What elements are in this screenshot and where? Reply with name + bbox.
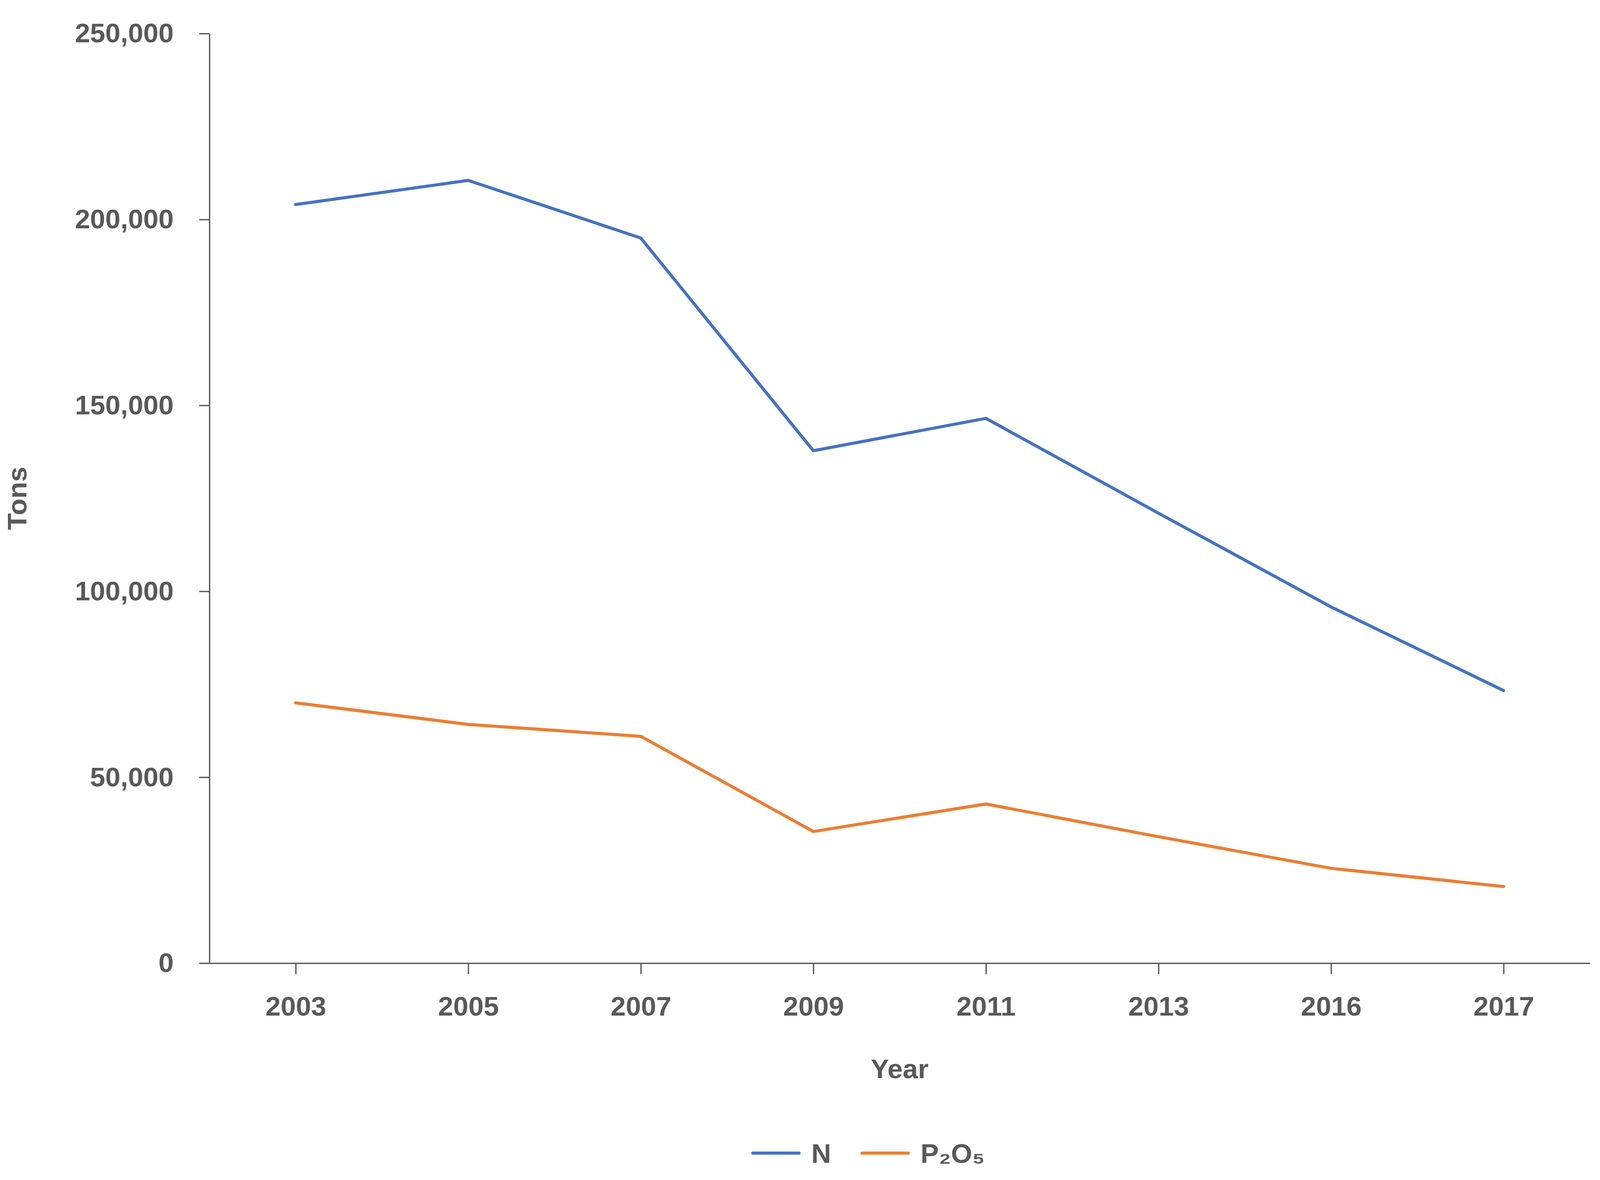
x-tick-mark	[1330, 963, 1333, 975]
x-tick: 2009	[783, 963, 845, 1022]
x-axis-title: Year	[870, 1053, 929, 1084]
y-axis-line	[208, 33, 211, 964]
x-tick-mark	[467, 963, 469, 975]
x-tick: 2011	[956, 963, 1016, 1022]
x-tick-mark	[295, 963, 297, 975]
y-tick-mark	[199, 776, 210, 778]
y-tick: 0	[158, 947, 210, 978]
legend: N P₂O₅	[752, 1138, 985, 1169]
y-tick-label: 100,000	[74, 575, 174, 607]
x-tick: 2016	[1300, 963, 1362, 1022]
y-tick: 100,000	[74, 575, 210, 607]
y-tick: 250,000	[74, 17, 210, 49]
y-tick-mark	[199, 590, 210, 592]
y-tick-mark	[199, 219, 210, 221]
legend-label: N	[811, 1138, 832, 1169]
y-axis: 0 50,000 100,000 150,000 200,000 250,000	[74, 17, 210, 978]
x-tick-mark	[812, 963, 815, 975]
legend-item: N	[752, 1138, 832, 1169]
x-tick-label: 2017	[1473, 990, 1535, 1022]
x-tick: 2005	[438, 963, 499, 1022]
y-tick-label: 150,000	[74, 389, 174, 421]
y-tick-mark	[199, 33, 210, 35]
legend-swatch	[862, 1151, 909, 1155]
y-tick-mark	[199, 405, 210, 407]
x-axis-line	[209, 962, 1591, 964]
x-tick-label: 2009	[783, 990, 845, 1022]
x-axis: 2003 2005 2007 2009 2011 2013 2016 2017	[209, 963, 1591, 1022]
x-tick-label: 2016	[1300, 990, 1362, 1022]
legend-label: P₂O₅	[920, 1138, 986, 1169]
y-tick-label: 50,000	[89, 761, 174, 793]
chart: 050,000100,000150,000200,000250,00020032…	[0, 0, 1600, 1180]
legend-item: P₂O₅	[862, 1138, 986, 1169]
y-tick: 150,000	[74, 389, 210, 421]
series-lines	[295, 180, 1504, 887]
x-tick: 2003	[265, 963, 327, 1022]
x-tick: 2007	[610, 963, 672, 1022]
y-tick-label: 0	[158, 947, 174, 978]
y-tick-label: 250,000	[74, 17, 174, 49]
plot: 050,000100,000150,000200,000250,00020032…	[74, 17, 1591, 1022]
x-tick: 2017	[1473, 963, 1535, 1022]
x-tick-mark	[640, 963, 642, 975]
series-line	[295, 180, 1504, 691]
y-tick: 200,000	[74, 203, 210, 235]
y-tick-mark	[199, 962, 210, 964]
x-tick: 2013	[1128, 963, 1190, 1022]
x-tick-label: 2011	[956, 990, 1016, 1022]
y-axis-title: Tons	[1, 466, 33, 531]
x-tick-mark	[985, 963, 987, 975]
x-tick-label: 2013	[1128, 990, 1190, 1022]
x-tick-label: 2005	[438, 990, 499, 1022]
series-line	[295, 702, 1504, 887]
x-tick-label: 2007	[610, 990, 672, 1022]
x-tick-mark	[1503, 963, 1505, 975]
y-tick-label: 200,000	[74, 203, 174, 235]
x-tick-label: 2003	[265, 990, 327, 1022]
legend-swatch	[752, 1151, 800, 1155]
y-tick: 50,000	[89, 761, 210, 793]
x-tick-mark	[1157, 963, 1160, 975]
